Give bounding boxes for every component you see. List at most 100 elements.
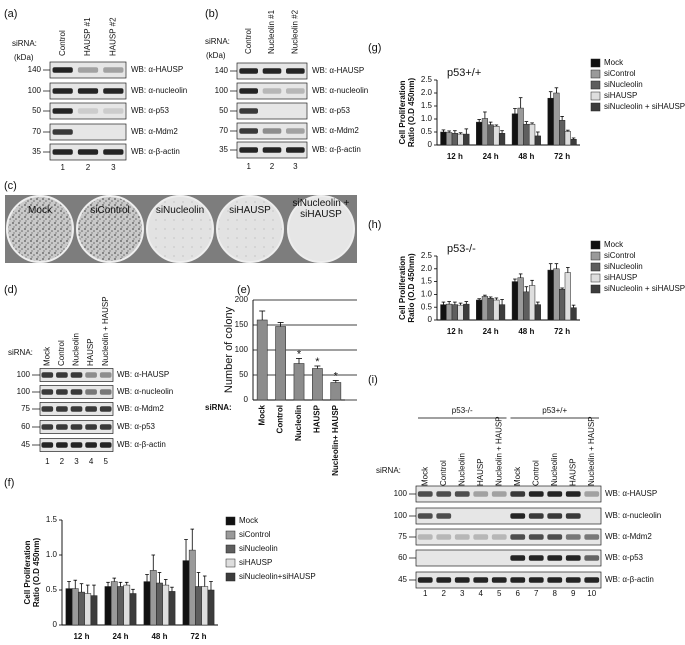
legend-label: siNucleolin xyxy=(239,544,278,553)
bar xyxy=(523,123,530,146)
lane-label: Mock xyxy=(420,466,429,486)
band xyxy=(528,577,544,583)
y-axis-label: Cell Proliferation xyxy=(398,256,407,320)
lane-label: Nucleolin xyxy=(550,453,559,486)
y-tick-label: 1.0 xyxy=(46,550,58,559)
wb-label: WB: α-nucleolin xyxy=(117,387,173,396)
wb-label: WB: α-β-actin xyxy=(131,147,180,156)
y-tick-label: 100 xyxy=(235,345,249,354)
band xyxy=(286,88,305,94)
bar xyxy=(451,133,458,146)
band xyxy=(52,129,73,135)
sirna-label: siRNA: xyxy=(205,37,230,46)
band xyxy=(510,491,526,497)
x-tick-label: 48 h xyxy=(518,152,534,161)
bar xyxy=(559,120,566,146)
y-tick-label: 0.5 xyxy=(421,302,433,311)
bar xyxy=(104,586,112,626)
bar xyxy=(182,560,190,626)
x-tick-label: 72 h xyxy=(190,632,206,641)
y-axis-label: Ratio (O.D 450nm) xyxy=(32,537,41,607)
band xyxy=(491,534,507,540)
lane-label: HAUSP #1 xyxy=(83,17,92,56)
panel-label: (e) xyxy=(237,284,250,296)
band xyxy=(103,67,124,73)
marker-label: 70 xyxy=(32,127,41,136)
y-tick-label: 1.0 xyxy=(421,114,433,123)
x-tick-label: 72 h xyxy=(554,327,570,336)
band xyxy=(565,577,581,583)
y-tick-label: 0.5 xyxy=(46,585,58,594)
lane-number: 8 xyxy=(553,589,558,598)
band xyxy=(70,442,83,448)
y-tick-label: 50 xyxy=(239,370,248,379)
lane-number: 10 xyxy=(587,589,596,598)
legend-swatch xyxy=(590,284,601,294)
bar xyxy=(511,281,519,321)
marker-label: 45 xyxy=(398,575,407,584)
band xyxy=(56,424,68,430)
bar xyxy=(201,586,209,626)
lane-label: HAUSP xyxy=(568,458,577,486)
band xyxy=(547,577,563,583)
wb-label: WB: α-nucleolin xyxy=(312,86,368,95)
y-axis-label: Cell Proliferation xyxy=(398,80,407,144)
bar xyxy=(188,549,196,626)
marker-label: 75 xyxy=(21,404,30,413)
band xyxy=(99,406,112,412)
band xyxy=(77,108,99,114)
bar xyxy=(517,107,524,146)
annotation: * xyxy=(334,370,339,382)
plate xyxy=(287,195,355,263)
lane-number: 2 xyxy=(86,163,91,172)
y-tick-label: 2.5 xyxy=(421,75,433,84)
bar xyxy=(71,588,79,626)
bar xyxy=(553,268,560,321)
band xyxy=(99,372,112,378)
marker-label: 140 xyxy=(215,66,229,75)
wb-label: WB: α-Mdm2 xyxy=(117,404,164,413)
band xyxy=(584,555,600,561)
annotation: * xyxy=(315,356,320,368)
plate xyxy=(146,195,214,263)
group-label: p53-/- xyxy=(452,406,473,415)
band xyxy=(491,491,507,497)
wb-label: WB: α-HAUSP xyxy=(605,489,657,498)
x-tick-label: 12 h xyxy=(447,327,463,336)
bar xyxy=(451,304,458,321)
legend-swatch xyxy=(590,273,601,283)
band xyxy=(77,149,99,155)
bar xyxy=(463,133,470,146)
band xyxy=(99,389,112,395)
lane-label: Control xyxy=(57,340,66,366)
band xyxy=(436,491,452,497)
lane-number: 5 xyxy=(103,457,108,466)
band xyxy=(510,534,526,540)
wb-label: WB: α-Mdm2 xyxy=(131,127,178,136)
legend-swatch xyxy=(590,69,601,79)
lane-number: 2 xyxy=(270,162,275,171)
band xyxy=(262,88,282,94)
x-tick-label: Nucleolin xyxy=(294,405,303,441)
band xyxy=(85,389,97,395)
marker-label: 75 xyxy=(398,532,407,541)
bar xyxy=(559,289,566,321)
y-tick-label: 2.0 xyxy=(421,264,433,273)
band xyxy=(584,491,600,497)
band xyxy=(70,372,83,378)
band xyxy=(436,534,452,540)
bar xyxy=(195,586,202,626)
y-tick-label: 1.5 xyxy=(421,101,433,110)
bar xyxy=(534,304,541,321)
marker-label: 100 xyxy=(394,489,408,498)
wb-label: WB: α-β-actin xyxy=(312,145,361,154)
lane-number: 9 xyxy=(571,589,576,598)
legend-swatch xyxy=(590,58,601,68)
band xyxy=(528,513,544,519)
x-tick-label: 48 h xyxy=(151,632,167,641)
lane-number: 3 xyxy=(111,163,116,172)
band xyxy=(41,389,54,395)
legend-label: siHAUSP xyxy=(604,91,637,100)
lane-label: Control xyxy=(439,460,448,486)
bar xyxy=(312,368,323,401)
